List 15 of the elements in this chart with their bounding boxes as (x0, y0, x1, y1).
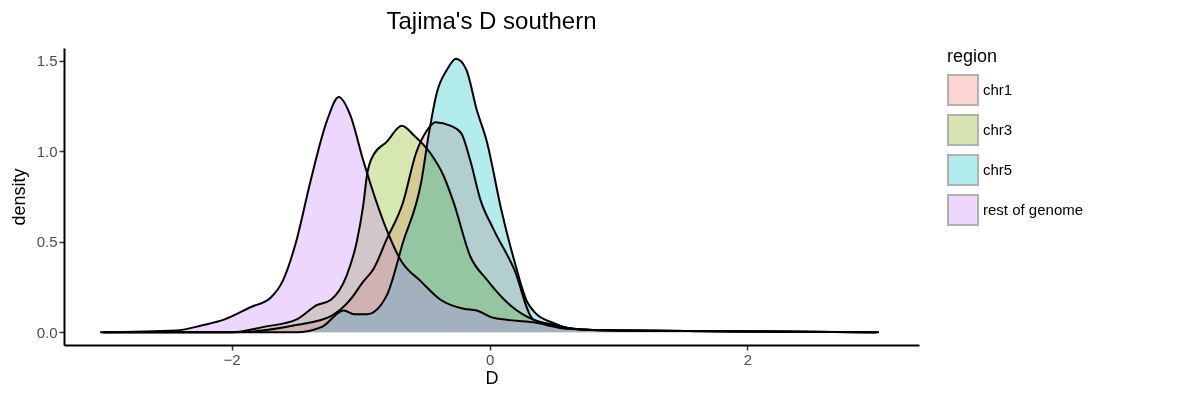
legend-label: chr5 (983, 161, 1013, 178)
x-tick-label: 2 (743, 350, 753, 368)
chart-title: Tajima's D southern (386, 7, 597, 34)
x-tick-label: −2 (223, 350, 241, 368)
y-tick-label: 1.0 (36, 142, 58, 160)
legend-label: chr1 (983, 81, 1013, 98)
y-tick-label: 0.5 (36, 233, 58, 251)
y-tick-label: 1.5 (36, 52, 58, 70)
x-tick-label: 0 (485, 350, 495, 368)
y-tick-label: 0.0 (36, 323, 58, 341)
legend-label: chr3 (983, 121, 1013, 138)
legend-title: region (947, 46, 998, 66)
legend-label: rest of genome (983, 201, 1084, 218)
y-axis-title: density (8, 168, 29, 226)
x-axis-title: D (485, 367, 499, 388)
